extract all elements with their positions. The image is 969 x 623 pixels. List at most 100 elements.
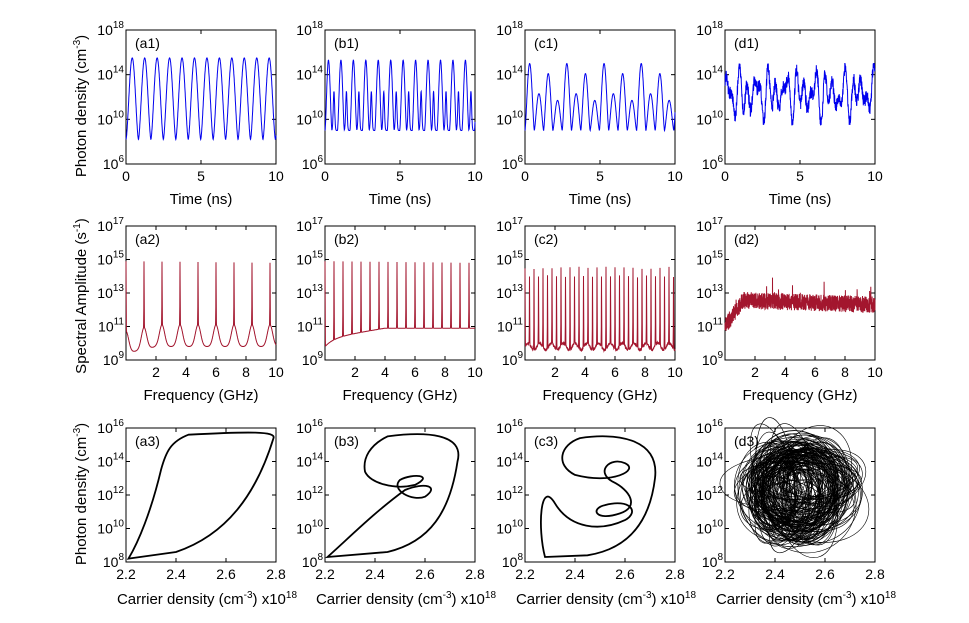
y-tick-label: 1011 <box>297 317 323 335</box>
x-tick-label: 10 <box>867 168 883 184</box>
spectrum-line <box>524 266 676 353</box>
spectrum-line <box>125 261 277 352</box>
chaotic-orbit <box>762 444 827 543</box>
time-series-panel: 0 5 10 106 1010 1014 1018 (b1) Time (ns) <box>296 20 483 208</box>
time-series-line <box>125 57 277 142</box>
y-tick-label: 1011 <box>697 317 723 335</box>
y-tick-label: 1012 <box>696 485 723 503</box>
y-tick-label: 1014 <box>496 452 523 470</box>
y-tick-label: 1013 <box>696 283 723 301</box>
y-tick-label: 1018 <box>97 20 124 38</box>
y-tick-label: 1017 <box>496 216 523 234</box>
x-tick-label: 2.2 <box>315 566 335 582</box>
y-tick-label: 1014 <box>296 452 323 470</box>
y-tick-label: 1017 <box>696 216 723 234</box>
y-tick-label: 109 <box>103 350 125 368</box>
y-tick-label: 1012 <box>97 485 124 503</box>
x-tick-label: 2.2 <box>116 566 136 582</box>
panel-tag: (a2) <box>135 231 160 247</box>
spectrum-line <box>324 261 475 347</box>
chaotic-orbit <box>739 461 849 501</box>
x-tick-label: 4 <box>781 364 789 380</box>
panel-tag: (d1) <box>734 35 759 51</box>
x-tick-label: 2 <box>751 364 759 380</box>
x-axis-label: Frequency (GHz) <box>143 387 258 404</box>
panel-tag: (d3) <box>734 433 759 449</box>
time-series-line <box>324 59 476 132</box>
y-tick-label: 1018 <box>296 20 323 38</box>
x-tick-label: 2.2 <box>515 566 535 582</box>
x-tick-label: 0 <box>321 168 329 184</box>
x-tick-label: 2.6 <box>815 566 835 582</box>
y-tick-label: 1010 <box>696 109 723 127</box>
y-tick-label: 1016 <box>97 418 124 436</box>
chaotic-orbit <box>772 448 835 533</box>
x-tick-label: 2.8 <box>266 566 286 582</box>
y-tick-label: 109 <box>302 350 324 368</box>
x-tick-label: 5 <box>197 168 205 184</box>
phase-portrait-panel: 2.2 2.4 2.6 2.8 108 1010 1012 1014 1016 (b3) Carri… <box>296 418 496 608</box>
x-axis-label: Carrier density (cm-3) x1018 <box>117 590 298 608</box>
y-tick-label: 1010 <box>496 519 523 537</box>
y-tick-label: 1010 <box>496 109 523 127</box>
x-tick-label: 5 <box>796 168 804 184</box>
x-tick-label: 10 <box>467 364 483 380</box>
x-tick-label: 6 <box>811 364 819 380</box>
x-tick-label: 2.6 <box>615 566 635 582</box>
x-tick-label: 10 <box>867 364 883 380</box>
x-axis-label: Time (ns) <box>369 191 432 208</box>
x-tick-label: 2.2 <box>715 566 735 582</box>
y-tick-label: 1014 <box>296 65 323 83</box>
x-tick-label: 2.6 <box>216 566 236 582</box>
y-tick-label: 1014 <box>97 452 124 470</box>
x-tick-label: 10 <box>667 364 683 380</box>
chaotic-orbit <box>748 430 837 532</box>
y-tick-label: 1014 <box>97 65 124 83</box>
y-tick-label: 1015 <box>496 250 523 268</box>
x-axis-label: Carrier density (cm-3) x1018 <box>316 590 497 608</box>
y-tick-label: 108 <box>302 552 324 570</box>
y-tick-label: 1017 <box>296 216 323 234</box>
y-tick-label: 1014 <box>696 65 723 83</box>
y-tick-label: 1014 <box>696 452 723 470</box>
phase-portrait-panel: 2.2 2.4 2.6 2.8 108 1010 1012 1014 1016 (a3) Carri… <box>97 418 297 608</box>
y-tick-label: 1012 <box>296 485 323 503</box>
x-tick-label: 4 <box>381 364 389 380</box>
x-tick-label: 5 <box>396 168 404 184</box>
y-tick-label: 1013 <box>496 283 523 301</box>
y-tick-label: 1011 <box>98 317 124 335</box>
panel-tag: (a1) <box>135 35 160 51</box>
chaotic-orbit <box>737 441 811 546</box>
chaotic-orbit <box>757 454 857 554</box>
x-axis-label: Frequency (GHz) <box>742 387 857 404</box>
x-tick-label: 6 <box>411 364 419 380</box>
phase-trajectory <box>540 435 657 558</box>
chaotic-orbit <box>750 433 813 526</box>
time-series-line <box>524 62 676 133</box>
y-tick-label: 1016 <box>496 418 523 436</box>
y-tick-label: 109 <box>702 350 724 368</box>
y-tick-label: 1016 <box>296 418 323 436</box>
row3-ylabel: Photon density (cm-3) <box>72 423 90 565</box>
y-tick-label: 108 <box>702 552 724 570</box>
x-tick-label: 2.4 <box>166 566 186 582</box>
chaotic-orbit <box>738 437 849 548</box>
time-series-line <box>724 63 876 126</box>
phase-portrait-panel: 2.2 2.4 2.6 2.8 108 1010 1012 1014 1016 (d3) Carri… <box>696 417 896 608</box>
x-tick-label: 5 <box>596 168 604 184</box>
panel-tag: (b3) <box>334 433 359 449</box>
y-tick-label: 1010 <box>696 519 723 537</box>
spectrum-panel: 2 4 6 8 10 109 1011 1013 1015 1017 (b2) Frequency (… <box>296 216 483 404</box>
y-tick-label: 1013 <box>97 283 124 301</box>
spectrum-panel: 2 4 6 8 10 109 1011 1013 1015 1017 (a2) Frequency (… <box>97 216 284 404</box>
y-tick-label: 108 <box>103 552 125 570</box>
y-tick-label: 1010 <box>296 109 323 127</box>
x-tick-label: 0 <box>521 168 529 184</box>
row1-ylabel: Photon density (cm-3) <box>72 35 90 177</box>
panel-tag: (b1) <box>334 35 359 51</box>
panel-tag: (c1) <box>534 35 558 51</box>
time-series-panel: 0 5 10 106 1010 1014 1018 (c1) Time (ns) <box>496 20 683 208</box>
x-tick-label: 10 <box>268 364 284 380</box>
chaotic-orbit <box>786 451 839 519</box>
x-tick-label: 2.4 <box>765 566 785 582</box>
